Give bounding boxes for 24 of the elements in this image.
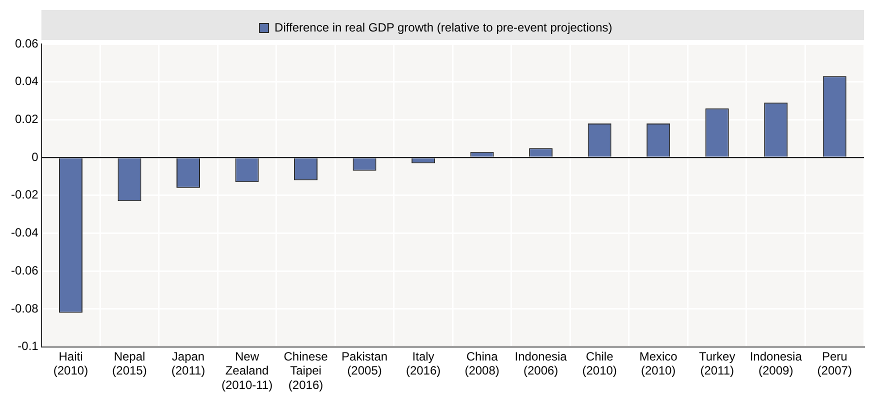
y-tick-label: -0.06 xyxy=(10,263,39,278)
y-tick-label: -0.08 xyxy=(10,301,39,316)
x-tick-label: Nepal (2015) xyxy=(112,349,147,378)
x-tick-label: Peru (2007) xyxy=(817,349,852,378)
x-tick-label: Turkey (2011) xyxy=(698,349,736,378)
y-tick-label: 0.02 xyxy=(14,112,39,126)
x-tick-label: Mexico (2010) xyxy=(639,349,678,378)
x-tick-label: Chile (2010) xyxy=(582,349,617,378)
y-tick-label: 0.04 xyxy=(14,74,39,88)
x-tick-label: Pakistan (2005) xyxy=(342,349,388,378)
y-tick-label: 0.06 xyxy=(14,36,39,50)
y-tick-label: -0.04 xyxy=(10,226,39,240)
y-tick-label: 0 xyxy=(32,150,39,164)
x-tick-label: New Zealand (2010-11) xyxy=(221,349,273,392)
legend-label: Difference in real GDP growth (relative to pre-event projections) xyxy=(274,20,612,34)
x-tick-label: Japan (2011) xyxy=(171,349,206,378)
y-tick-label: -0.1 xyxy=(18,339,39,354)
x-tick-label: Indonesia (2009) xyxy=(750,349,802,378)
y-tick-label: -0.02 xyxy=(10,188,39,202)
x-tick-label: Chinese Taipei (2016) xyxy=(284,349,328,392)
x-tick-label: Italy (2016) xyxy=(406,349,441,378)
x-tick-label: Haiti (2010) xyxy=(53,349,88,378)
x-tick-label: China (2008) xyxy=(464,349,500,378)
x-tick-label: Indonesia (2006) xyxy=(514,349,568,378)
